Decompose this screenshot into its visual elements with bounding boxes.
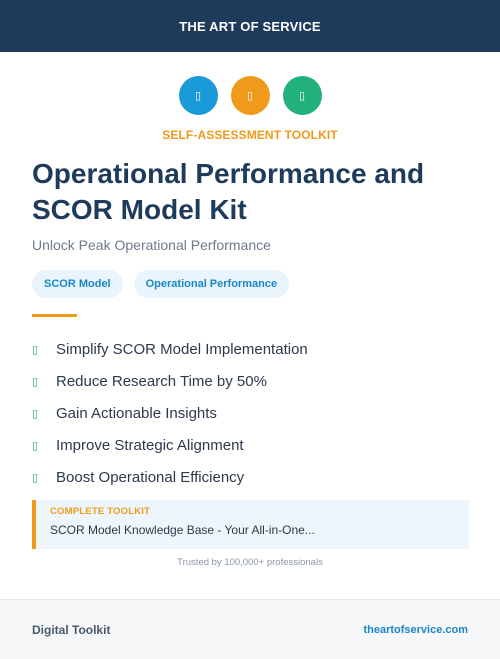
- orange-circle-icon: ▯: [230, 76, 270, 115]
- feature-item: ▯ Gain Actionable Insights: [32, 397, 308, 429]
- kicker-label: SELF-ASSESSMENT TOOLKIT: [162, 128, 338, 142]
- feature-item: ▯ Boost Operational Efficiency: [32, 461, 308, 493]
- complete-toolkit-callout[interactable]: COMPLETE TOOLKIT SCOR Model Knowledge Ba…: [32, 500, 469, 549]
- feature-item: ▯ Simplify SCOR Model Implementation: [32, 333, 308, 365]
- accent-divider: [32, 314, 77, 317]
- feature-text: Boost Operational Efficiency: [56, 468, 245, 486]
- footer-product-label: Digital Toolkit: [32, 622, 111, 637]
- feature-list: ▯ Simplify SCOR Model Implementation ▯ R…: [32, 333, 308, 493]
- tag-scor-model[interactable]: SCOR Model: [32, 270, 123, 298]
- check-icon: ▯: [32, 438, 39, 452]
- icon-row: ▯ ▯ ▯: [0, 76, 500, 115]
- toolkit-label: COMPLETE TOOLKIT: [50, 506, 151, 517]
- page-subtitle: Unlock Peak Operational Performance: [32, 237, 271, 253]
- feature-item: ▯ Improve Strategic Alignment: [32, 429, 308, 461]
- feature-text: Gain Actionable Insights: [56, 404, 217, 422]
- feature-text: Reduce Research Time by 50%: [56, 372, 267, 390]
- feature-text: Simplify SCOR Model Implementation: [56, 340, 308, 358]
- footer-website-link[interactable]: theartofservice.com: [363, 623, 468, 636]
- check-icon: ▯: [32, 470, 39, 484]
- green-circle-icon: ▯: [282, 76, 322, 115]
- check-icon: ▯: [32, 406, 39, 420]
- tag-operational-performance[interactable]: Operational Performance: [133, 270, 290, 298]
- brand-name: THE ART OF SERVICE: [179, 18, 321, 34]
- feature-item: ▯ Reduce Research Time by 50%: [32, 365, 308, 397]
- footer-bar: Digital Toolkit theartofservice.com: [0, 599, 500, 659]
- check-icon: ▯: [32, 374, 39, 388]
- trusted-note: Trusted by 100,000+ professionals: [177, 557, 323, 568]
- feature-text: Improve Strategic Alignment: [56, 436, 244, 454]
- page-title: Operational Performance and SCOR Model K…: [32, 158, 425, 225]
- tag-list: SCOR Model Operational Performance: [32, 270, 290, 298]
- header-bar: THE ART OF SERVICE: [0, 0, 500, 52]
- check-icon: ▯: [32, 342, 39, 356]
- blue-circle-icon: ▯: [178, 76, 218, 115]
- toolkit-description: SCOR Model Knowledge Base - Your All-in-…: [50, 523, 315, 537]
